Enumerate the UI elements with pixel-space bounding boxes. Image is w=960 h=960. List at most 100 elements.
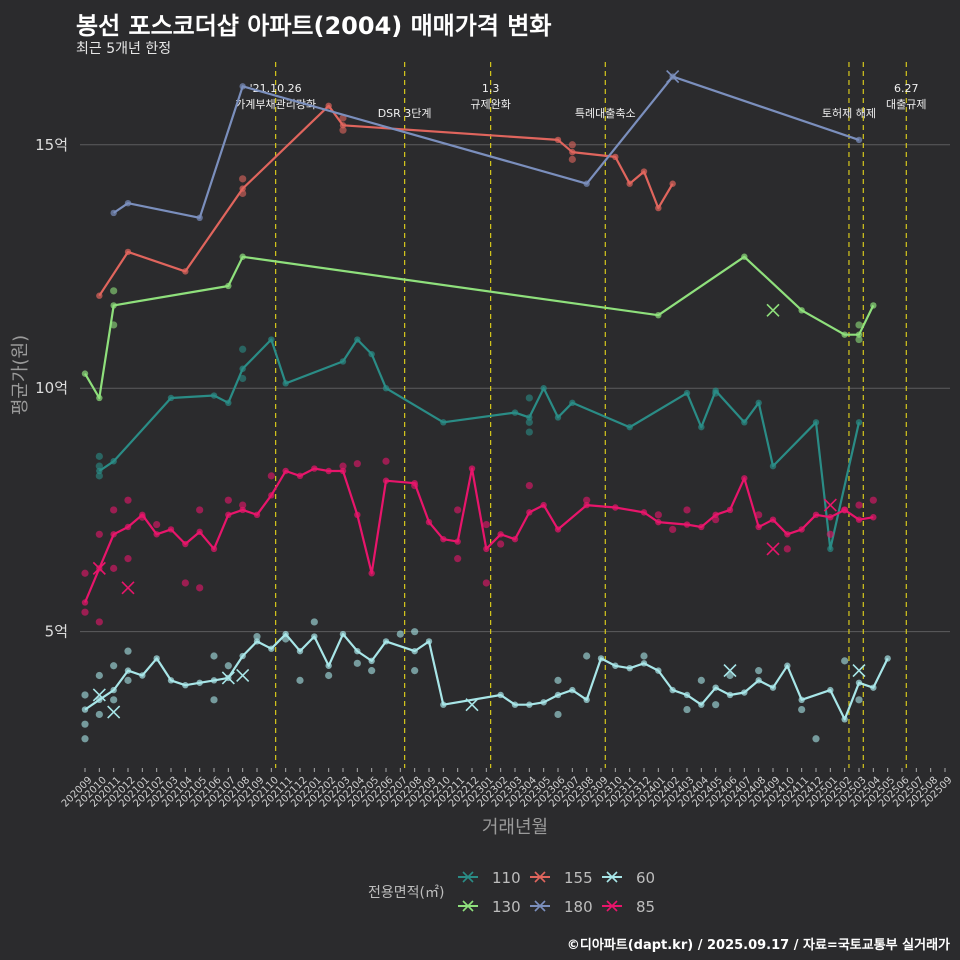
data-point-155 — [568, 141, 576, 149]
data-point-130 — [855, 321, 863, 329]
data-point-85 — [81, 569, 89, 577]
legend-label-110: 110 — [492, 869, 521, 887]
data-point-60 — [310, 618, 318, 626]
data-point-60 — [353, 659, 361, 667]
data-point-85 — [81, 608, 89, 616]
event-label: 대출규제 — [886, 98, 926, 111]
event-label: 6.27 — [894, 82, 919, 95]
data-point-60 — [411, 667, 419, 675]
data-point-60 — [812, 735, 820, 743]
cross-marker-60 — [852, 664, 866, 678]
data-point-60 — [554, 676, 562, 684]
data-point-60 — [411, 628, 419, 636]
data-point-85 — [196, 584, 204, 592]
data-point-155 — [339, 126, 347, 134]
data-point-85 — [454, 506, 462, 514]
data-point-85 — [482, 520, 490, 529]
data-point-85 — [239, 501, 247, 509]
data-point-60 — [841, 657, 849, 665]
event-label: 규제완화 — [470, 98, 510, 111]
y-tick-label: 10억 — [35, 379, 68, 397]
y-axis-title: 평균가(원) — [10, 335, 31, 415]
data-point-85 — [712, 516, 720, 524]
cross-marker-60 — [236, 668, 250, 683]
data-point-85 — [153, 520, 161, 529]
legend-key-cross-155 — [534, 871, 546, 883]
legend-key-cross-85 — [606, 900, 618, 912]
data-point-85 — [267, 472, 275, 480]
chart-subtitle: 최근 5개년 한정 — [76, 41, 172, 57]
data-point-60 — [726, 671, 734, 680]
data-point-110 — [525, 394, 533, 402]
data-point-60 — [325, 671, 333, 680]
cross-marker-85 — [121, 581, 135, 595]
legend-key-cross-130 — [462, 900, 474, 912]
data-point-130 — [855, 335, 863, 344]
cross-marker-85 — [823, 498, 837, 512]
data-point-85 — [755, 511, 763, 519]
cross-marker-60 — [92, 688, 106, 702]
data-point-60 — [396, 630, 404, 638]
cross-marker-180 — [666, 70, 680, 84]
data-point-85 — [95, 530, 103, 538]
data-point-110 — [239, 374, 247, 383]
data-point-60 — [855, 696, 863, 704]
y-tick-label: 15억 — [35, 136, 68, 154]
legend-label-60: 60 — [636, 869, 655, 887]
data-point-85 — [683, 506, 691, 514]
data-point-85 — [382, 457, 390, 465]
data-point-155 — [239, 175, 247, 183]
x-axis-title: 거래년월 — [482, 817, 548, 838]
series-line-155 — [98, 104, 674, 297]
data-point-85 — [110, 506, 118, 514]
data-point-155 — [568, 155, 576, 163]
chart-title: 봉선 포스코더샵 아파트(2004) 매매가격 변화 — [76, 12, 552, 40]
cross-marker-60 — [107, 705, 121, 719]
legend-label-130: 130 — [492, 898, 521, 916]
event-label: '21.10.26 — [250, 82, 302, 95]
data-point-60 — [95, 671, 103, 680]
data-point-60 — [296, 676, 304, 684]
data-point-85 — [525, 482, 533, 490]
cross-marker-85 — [766, 542, 780, 556]
data-point-110 — [525, 418, 533, 426]
data-point-60 — [81, 720, 89, 728]
series-line-85 — [83, 467, 874, 603]
legend-title: 전용면적(㎡) — [368, 885, 444, 901]
data-point-60 — [554, 710, 562, 719]
data-point-85 — [826, 530, 834, 538]
data-point-60 — [798, 705, 806, 714]
data-point-60 — [755, 667, 763, 675]
data-point-85 — [669, 525, 677, 534]
data-point-85 — [224, 496, 232, 504]
cross-marker-60 — [221, 671, 235, 685]
data-point-85 — [855, 501, 863, 509]
data-point-85 — [654, 511, 662, 519]
event-label: 1.3 — [482, 82, 500, 95]
data-point-85 — [110, 564, 118, 572]
legend-key-cross-180 — [534, 900, 546, 912]
series-line-130 — [84, 255, 875, 400]
data-point-85 — [124, 555, 132, 563]
data-point-110 — [95, 452, 103, 460]
data-point-60 — [95, 710, 103, 719]
legend-label-155: 155 — [564, 869, 593, 887]
data-point-60 — [583, 652, 591, 660]
data-point-110 — [95, 462, 103, 470]
data-point-85 — [196, 506, 204, 514]
data-point-60 — [224, 662, 232, 670]
data-point-85 — [181, 579, 189, 587]
data-point-60 — [110, 696, 118, 704]
legend-label-180: 180 — [564, 898, 593, 916]
data-point-60 — [124, 676, 132, 684]
legend-key-cross-110 — [462, 871, 474, 883]
data-point-85 — [869, 496, 877, 504]
data-point-110 — [525, 428, 533, 436]
data-point-60 — [124, 647, 132, 655]
data-point-60 — [210, 652, 218, 660]
data-point-85 — [353, 460, 361, 468]
data-point-110 — [95, 472, 103, 480]
data-point-60 — [253, 632, 261, 641]
y-tick-label: 5억 — [45, 623, 68, 641]
cross-marker-130 — [766, 303, 780, 317]
